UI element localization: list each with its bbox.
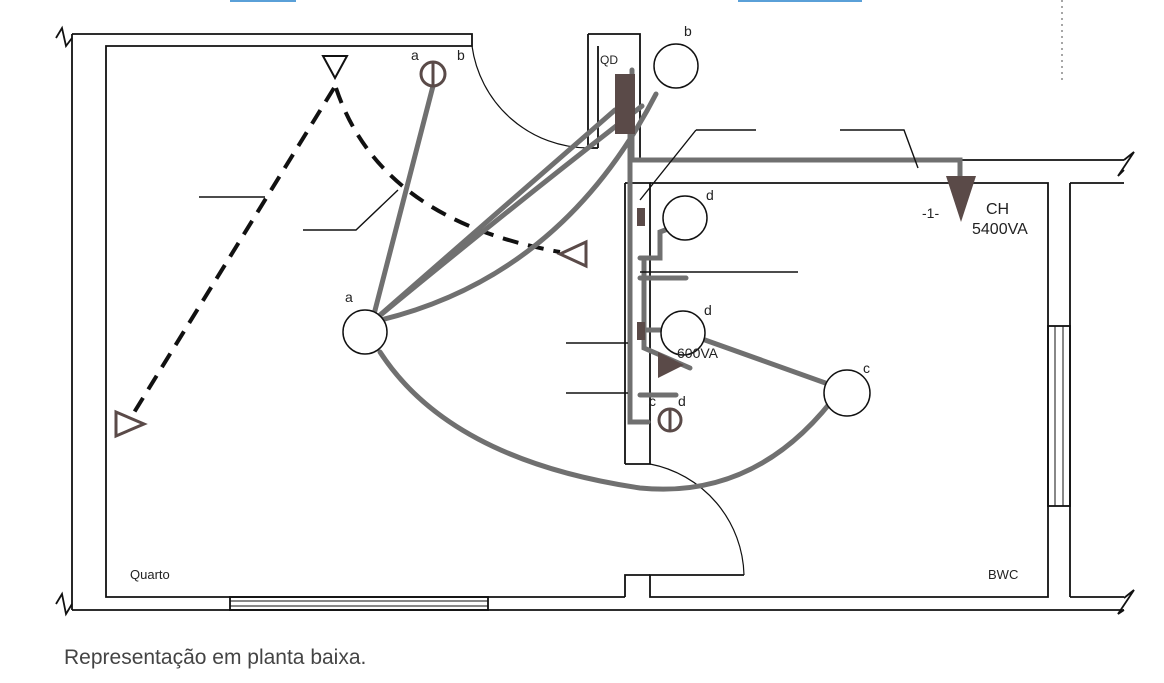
switch-bedroom: a b (411, 47, 465, 88)
shower-power: 5400VA (972, 221, 1028, 238)
svg-text:d: d (678, 393, 686, 409)
svg-text:c: c (649, 393, 656, 409)
svg-text:a: a (411, 47, 419, 63)
figure-caption: Representação em planta baixa. (64, 646, 367, 669)
room-label-bathroom: BWC (988, 567, 1018, 582)
outlet-power-label: 600VA (677, 345, 719, 361)
lamp-bath-right: c (823, 360, 871, 417)
lamp-hall-top: b (653, 23, 699, 89)
lamp-bedroom-center: a (342, 289, 388, 355)
svg-text:b: b (457, 47, 465, 63)
top-marks (230, 0, 1063, 80)
electrical-panel: QD (600, 53, 635, 134)
walls (55, 25, 1135, 617)
dashed-wiring (120, 86, 561, 434)
svg-text:a: a (345, 289, 353, 305)
leader-lines (199, 129, 919, 394)
panel-label: QD (600, 53, 618, 67)
svg-text:d: d (706, 187, 714, 203)
shower-label: CH (986, 201, 1009, 218)
lamp-bath-top: d (662, 187, 714, 241)
outlet-top (321, 55, 349, 81)
shower-circuit: -1- (922, 205, 939, 221)
svg-text:d: d (704, 302, 712, 318)
outlet-600va: 600VA (658, 345, 719, 378)
outlet-hall (556, 239, 588, 269)
svg-text:b: b (684, 23, 692, 39)
junction-blocks (637, 208, 645, 340)
svg-text:c: c (863, 360, 870, 376)
lamp-bath-mid: d (660, 302, 712, 356)
outlet-left (114, 409, 148, 439)
shower-outlet: -1- CH 5400VA (922, 176, 1028, 238)
switch-hall: c d (649, 393, 686, 433)
room-label-bedroom: Quarto (130, 567, 170, 582)
